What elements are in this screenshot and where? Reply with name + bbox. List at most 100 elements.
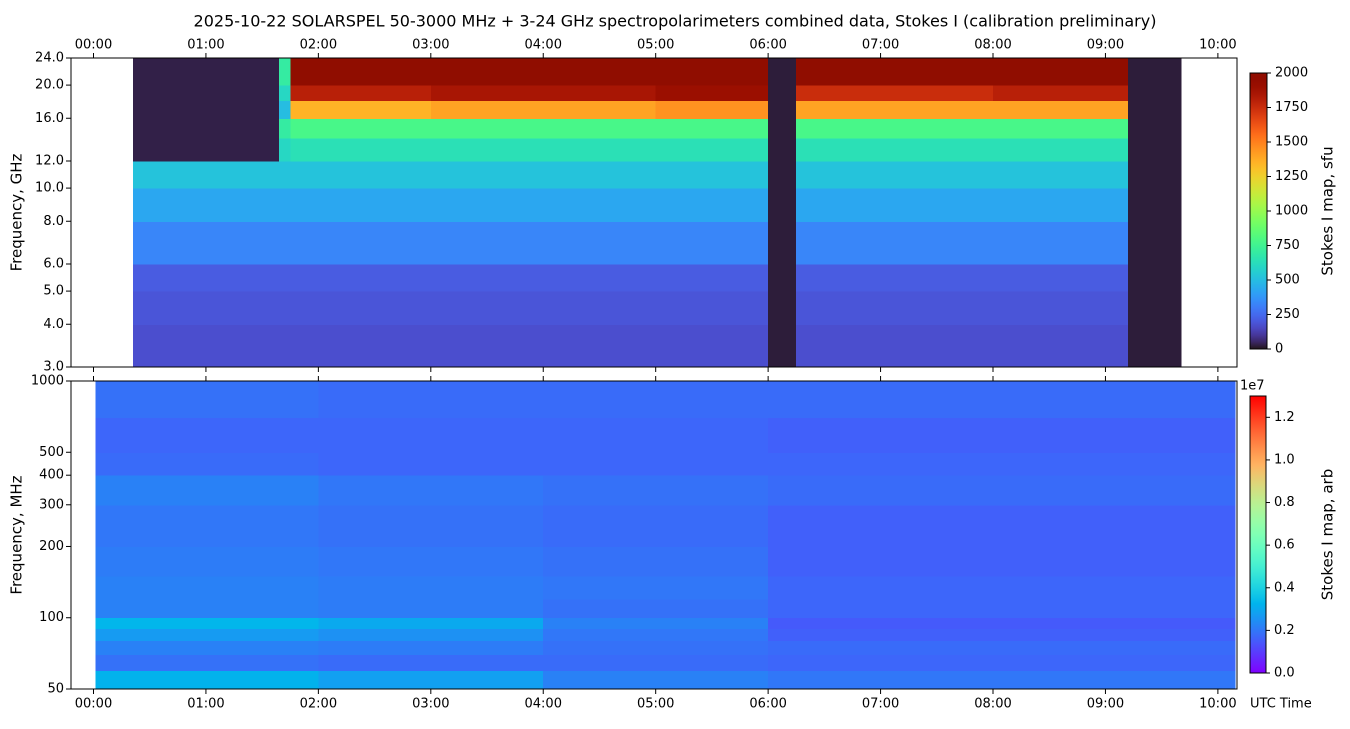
colorbar-tick-label: 250 — [1275, 307, 1300, 322]
colorbar-tick-label: 1000 — [1275, 204, 1308, 219]
heatmap-cell — [768, 670, 994, 690]
heatmap-cell — [768, 58, 797, 86]
heatmap-cell — [655, 221, 769, 265]
colorbar-tick-label: 750 — [1275, 238, 1300, 253]
heatmap-cell — [132, 58, 280, 86]
y-tick-label: 5.0 — [43, 284, 64, 299]
heatmap-cell — [430, 324, 657, 368]
y-tick-label: 200 — [39, 539, 64, 554]
heatmap-cell — [993, 188, 1129, 222]
y-tick-label: 50 — [47, 682, 64, 697]
heatmap-cell — [318, 640, 544, 655]
colorbar-tick-label: 2000 — [1275, 66, 1308, 81]
heatmap-cell — [132, 221, 280, 265]
y-tick-label: 8.0 — [43, 214, 64, 229]
colorbar-tick-label: 0 — [1275, 342, 1283, 357]
heatmap-cell — [993, 617, 1236, 630]
heatmap-cell — [430, 138, 657, 162]
x-tick-label: 03:00 — [412, 697, 449, 712]
heatmap-cell — [768, 381, 994, 419]
x-tick-label: 06:00 — [749, 697, 786, 712]
heatmap-cell — [1127, 161, 1182, 189]
heatmap-cell — [290, 324, 432, 368]
heatmap-cell — [318, 598, 544, 619]
x-tick-label: 02:00 — [300, 38, 337, 53]
colorbar — [1249, 72, 1268, 350]
colorbar-tick-label: 1500 — [1275, 135, 1308, 150]
x-tick-label: 09:00 — [1087, 38, 1124, 53]
heatmap-cell — [543, 617, 769, 630]
heatmap-cell — [768, 546, 994, 577]
heatmap-cell — [279, 221, 291, 265]
heatmap-cell — [796, 221, 994, 265]
heatmap-cell — [543, 475, 769, 506]
heatmap-cell — [290, 100, 432, 119]
heatmap-cell — [95, 617, 319, 630]
heatmap-cell — [95, 475, 319, 506]
heatmap-cell — [768, 221, 797, 265]
heatmap-cell — [993, 670, 1236, 690]
x-tick-label: 00:00 — [75, 38, 112, 53]
heatmap-cell — [318, 452, 544, 476]
heatmap-cell — [993, 546, 1236, 577]
heatmap-cell — [768, 617, 994, 630]
heatmap-cell — [290, 58, 432, 86]
heatmap-cell — [993, 161, 1129, 189]
heatmap-cell — [132, 291, 280, 325]
y-tick-label: 24.0 — [35, 51, 64, 66]
heatmap-cell — [796, 100, 994, 119]
heatmap-cell — [279, 291, 291, 325]
heatmap-cell — [430, 161, 657, 189]
y-tick-label: 16.0 — [35, 111, 64, 126]
heatmap-cell — [655, 118, 769, 139]
y-axis-label: Frequency, MHz — [8, 475, 26, 594]
heatmap-cell — [95, 417, 319, 453]
heatmap-cell — [993, 640, 1236, 655]
heatmap-cell — [132, 188, 280, 222]
x-tick-label: 05:00 — [637, 697, 674, 712]
heatmap-cell — [543, 504, 769, 547]
heatmap-cell — [279, 324, 291, 368]
x-tick-label: 09:00 — [1087, 697, 1124, 712]
heatmap-cell — [1127, 100, 1182, 119]
heatmap-cell — [768, 85, 797, 102]
heatmap-cell — [768, 118, 797, 139]
colorbar-tick-label: 1.2 — [1274, 410, 1295, 425]
heatmap-cell — [768, 640, 994, 655]
heatmap-cell — [993, 85, 1129, 102]
heatmap-cell — [290, 138, 432, 162]
heatmap-cell — [768, 475, 994, 506]
heatmap-cell — [95, 628, 319, 642]
heatmap-cell — [768, 504, 994, 547]
heatmap-cell — [1127, 118, 1182, 139]
heatmap-cell — [993, 324, 1129, 368]
heatmap-cell — [993, 58, 1129, 86]
heatmap-cell — [993, 291, 1129, 325]
heatmap-cell — [132, 161, 280, 189]
y-tick-label: 10.0 — [35, 181, 64, 196]
heatmap-cell — [796, 291, 994, 325]
heatmap-cell — [430, 291, 657, 325]
heatmap-cell — [279, 161, 291, 189]
heatmap-cell — [993, 381, 1236, 419]
x-tick-label: 10:00 — [1199, 38, 1236, 53]
heatmap-cell — [430, 221, 657, 265]
heatmap-cell — [279, 118, 291, 139]
colorbar-label: Stokes I map, sfu — [1319, 146, 1337, 275]
heatmap-cell — [768, 161, 797, 189]
y-axis-label: Frequency, GHz — [8, 153, 26, 271]
heatmap-cell — [95, 504, 319, 547]
heatmap-cell — [279, 100, 291, 119]
colorbar-tick-label: 1250 — [1275, 169, 1308, 184]
heatmap-cell — [655, 264, 769, 292]
heatmap-cell — [95, 670, 319, 690]
heatmap-cell — [993, 264, 1129, 292]
colorbar-tick-label: 0.6 — [1274, 538, 1295, 553]
colorbar-offset: 1e7 — [1240, 379, 1265, 394]
colorbar-tick-label: 0.8 — [1274, 495, 1295, 510]
heatmap-cell — [279, 85, 291, 102]
y-tick-label: 500 — [39, 445, 64, 460]
heatmap-cell — [993, 654, 1236, 671]
y-tick-label: 100 — [39, 610, 64, 625]
heatmap-cell — [318, 504, 544, 547]
